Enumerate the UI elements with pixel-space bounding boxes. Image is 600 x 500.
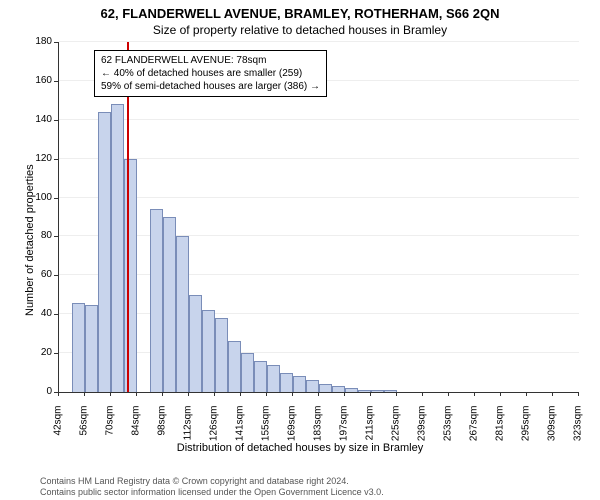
y-tick-label: 120	[0, 153, 52, 164]
y-tick-label: 80	[0, 230, 52, 241]
histogram-bar	[345, 388, 358, 392]
histogram-bar	[215, 318, 228, 392]
x-tick-label: 309sqm	[547, 406, 558, 446]
histogram-bar	[176, 236, 189, 392]
footer-line-2: Contains public sector information licen…	[40, 487, 384, 498]
chart-container: 62, FLANDERWELL AVENUE, BRAMLEY, ROTHERH…	[0, 0, 600, 500]
x-tick-label: 126sqm	[209, 406, 220, 446]
y-tick-label: 60	[0, 269, 52, 280]
histogram-bar	[72, 303, 85, 392]
y-tick-label: 160	[0, 75, 52, 86]
histogram-bar	[306, 380, 319, 392]
histogram-bar	[202, 310, 215, 392]
histogram-bar	[293, 376, 306, 392]
x-tick-label: 239sqm	[417, 406, 428, 446]
y-tick-label: 140	[0, 114, 52, 125]
y-tick-label: 40	[0, 308, 52, 319]
x-tick-label: 169sqm	[287, 406, 298, 446]
histogram-bar	[267, 365, 280, 392]
histogram-bar	[319, 384, 332, 392]
y-tick-label: 0	[0, 386, 52, 397]
x-tick-label: 267sqm	[469, 406, 480, 446]
y-tick-label: 180	[0, 36, 52, 47]
x-tick-label: 281sqm	[495, 406, 506, 446]
x-tick-label: 70sqm	[105, 406, 116, 446]
histogram-bar	[163, 217, 176, 392]
x-tick-label: 155sqm	[261, 406, 272, 446]
y-tick-label: 20	[0, 347, 52, 358]
histogram-bar	[241, 353, 254, 392]
x-tick-label: 141sqm	[235, 406, 246, 446]
annotation-box: 62 FLANDERWELL AVENUE: 78sqm ← 40% of de…	[94, 50, 327, 97]
annotation-line-2: ← 40% of detached houses are smaller (25…	[101, 67, 320, 80]
x-tick-label: 253sqm	[443, 406, 454, 446]
y-tick-label: 100	[0, 192, 52, 203]
x-tick-label: 42sqm	[53, 406, 64, 446]
y-axis-label: Number of detached properties	[24, 116, 36, 316]
footer-attribution: Contains HM Land Registry data © Crown c…	[40, 476, 384, 498]
x-tick-label: 197sqm	[339, 406, 350, 446]
annotation-line-3: 59% of semi-detached houses are larger (…	[101, 80, 320, 93]
histogram-bar	[150, 209, 163, 392]
x-tick-label: 56sqm	[79, 406, 90, 446]
histogram-bar	[98, 112, 111, 392]
histogram-bar	[371, 390, 384, 392]
x-tick-label: 295sqm	[521, 406, 532, 446]
histogram-bar	[85, 305, 98, 393]
histogram-bar	[189, 295, 202, 392]
x-tick-label: 112sqm	[183, 406, 194, 446]
histogram-bar	[280, 373, 293, 392]
x-tick-label: 98sqm	[157, 406, 168, 446]
x-axis-label: Distribution of detached houses by size …	[0, 442, 600, 454]
chart-title-sub: Size of property relative to detached ho…	[0, 21, 600, 37]
x-tick-label: 183sqm	[313, 406, 324, 446]
histogram-bar	[111, 104, 124, 392]
x-tick-label: 211sqm	[365, 406, 376, 446]
histogram-bar	[254, 361, 267, 392]
chart-title-main: 62, FLANDERWELL AVENUE, BRAMLEY, ROTHERH…	[0, 0, 600, 21]
histogram-bar	[228, 341, 241, 392]
footer-line-1: Contains HM Land Registry data © Crown c…	[40, 476, 384, 487]
x-tick-label: 84sqm	[131, 406, 142, 446]
x-tick-label: 323sqm	[573, 406, 584, 446]
x-tick-label: 225sqm	[391, 406, 402, 446]
annotation-line-1: 62 FLANDERWELL AVENUE: 78sqm	[101, 54, 320, 67]
